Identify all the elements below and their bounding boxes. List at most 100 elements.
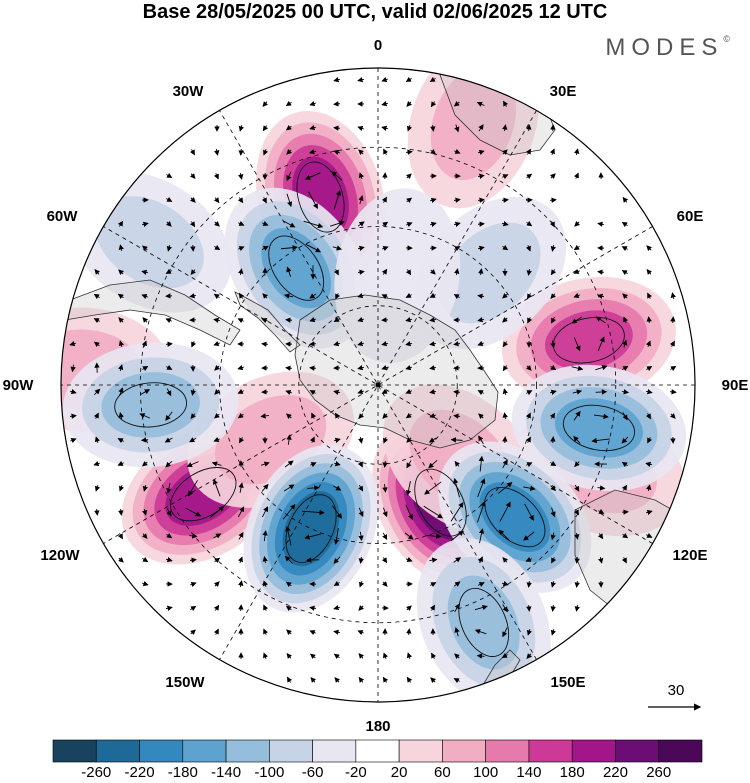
wind-vector bbox=[358, 556, 364, 564]
wind-vector bbox=[502, 412, 508, 420]
wind-vector bbox=[358, 653, 365, 659]
wind-vector bbox=[593, 413, 609, 420]
wind-vector bbox=[238, 482, 244, 493]
wind-vector bbox=[429, 341, 437, 347]
continents bbox=[64, 68, 695, 701]
colorbar-tick-label: -140 bbox=[211, 764, 241, 781]
colorbar-tick-label: 140 bbox=[516, 764, 541, 781]
wind-vector bbox=[645, 461, 653, 467]
wind-vector bbox=[142, 484, 149, 492]
wind-vector bbox=[189, 221, 196, 228]
wind-vector bbox=[499, 501, 511, 522]
wind-vector bbox=[263, 580, 269, 587]
wind-vector bbox=[333, 101, 341, 107]
wind-vector bbox=[118, 508, 124, 516]
wind-vector bbox=[285, 525, 292, 546]
wind-vector bbox=[453, 221, 461, 227]
label-150w: 150W bbox=[165, 674, 205, 691]
wind-vector bbox=[260, 461, 270, 467]
wind-vector bbox=[502, 604, 508, 613]
wind-vector bbox=[165, 556, 173, 563]
wind-vector bbox=[237, 197, 244, 204]
wind-vector bbox=[383, 437, 389, 444]
wind-vector bbox=[142, 366, 149, 372]
colorbar-swatch bbox=[182, 739, 227, 763]
wind-vector bbox=[597, 533, 604, 540]
wind-vector bbox=[166, 221, 172, 227]
wind-vector bbox=[405, 481, 412, 496]
wind-vector bbox=[357, 341, 365, 347]
wind-vector bbox=[237, 388, 244, 394]
wind-vector bbox=[477, 500, 486, 523]
wind-vector bbox=[550, 269, 557, 276]
wind-vector bbox=[454, 268, 460, 276]
wind-vector bbox=[286, 171, 292, 182]
colorbar-swatch bbox=[485, 739, 530, 763]
wind-vector bbox=[93, 460, 100, 467]
wind-vector bbox=[140, 389, 151, 395]
contour-line bbox=[170, 467, 237, 522]
wind-vector bbox=[213, 197, 220, 204]
wind-vector bbox=[261, 341, 269, 347]
anomaly-band bbox=[430, 68, 517, 180]
wind-vector bbox=[382, 221, 389, 228]
label-120w: 120W bbox=[40, 547, 80, 564]
wind-vector bbox=[591, 437, 610, 444]
wind-vector bbox=[189, 173, 196, 179]
wind-vector bbox=[188, 480, 198, 497]
colorbar-tick-label: -260 bbox=[81, 764, 111, 781]
wind-vector bbox=[424, 481, 442, 495]
colorbar-tick-label: -20 bbox=[345, 764, 367, 781]
wind-vector bbox=[477, 340, 484, 346]
wind-vector bbox=[526, 653, 533, 659]
wind-vector bbox=[117, 293, 124, 300]
wind-vector bbox=[477, 293, 485, 299]
wind-vector bbox=[549, 412, 556, 419]
wind-vector bbox=[262, 220, 269, 226]
wind-vector bbox=[358, 676, 365, 683]
wind-vector bbox=[283, 220, 296, 228]
wind-vector bbox=[311, 412, 317, 419]
wind-vector bbox=[621, 389, 630, 395]
wind-vector bbox=[186, 461, 199, 468]
wind-vector bbox=[527, 317, 533, 324]
wind-vector bbox=[189, 149, 195, 156]
wind-vector bbox=[453, 557, 462, 563]
wind-vector bbox=[166, 388, 172, 397]
wind-vector bbox=[310, 677, 317, 683]
wind-vector bbox=[238, 172, 244, 180]
wind-vector bbox=[263, 604, 269, 611]
label-180: 180 bbox=[365, 718, 390, 735]
wind-vector bbox=[165, 318, 172, 324]
wind-vector bbox=[573, 172, 579, 179]
brand-name: MODES bbox=[605, 34, 724, 61]
anomaly-band bbox=[447, 575, 520, 670]
wind-vector bbox=[502, 244, 509, 251]
south-america-coast bbox=[64, 279, 241, 346]
wind-vector bbox=[141, 533, 148, 540]
wind-vector bbox=[478, 556, 483, 564]
colorbar-tick-label: 220 bbox=[603, 764, 628, 781]
wind-vector bbox=[165, 460, 173, 468]
wind-vector bbox=[189, 437, 197, 443]
label-90w: 90W bbox=[3, 377, 35, 394]
wind-vector bbox=[574, 461, 580, 468]
wind-vector bbox=[526, 268, 532, 276]
wind-vector bbox=[429, 317, 437, 323]
wind-vector bbox=[381, 364, 388, 371]
wind-vector bbox=[502, 149, 508, 155]
wind-vector bbox=[381, 76, 388, 83]
wind-vector bbox=[453, 413, 461, 419]
wind-vector bbox=[425, 533, 442, 539]
wind-vector bbox=[405, 364, 413, 371]
colorbar-swatch bbox=[398, 739, 443, 763]
wind-vector bbox=[211, 461, 222, 467]
wind-vector bbox=[93, 318, 100, 324]
wind-vector bbox=[381, 581, 388, 587]
wind-vector bbox=[286, 629, 292, 635]
wind-vector bbox=[239, 437, 245, 444]
wind-vector bbox=[595, 364, 608, 371]
anomaly-band bbox=[101, 372, 200, 438]
wind-vector bbox=[502, 124, 508, 132]
wind-vector bbox=[406, 125, 413, 132]
